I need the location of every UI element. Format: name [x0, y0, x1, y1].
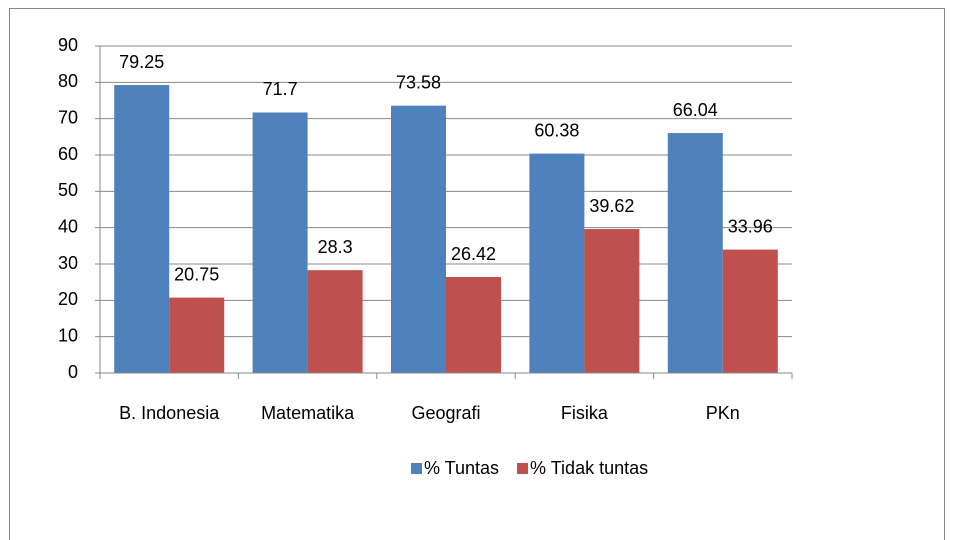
bar	[584, 229, 640, 373]
bar	[529, 153, 585, 373]
value-label: 39.62	[589, 196, 634, 216]
value-label: 26.42	[451, 244, 496, 264]
bar	[252, 112, 308, 374]
bar	[114, 85, 170, 373]
y-tick-label: 50	[58, 180, 78, 200]
value-label: 66.04	[673, 100, 718, 120]
y-tick-label: 60	[58, 144, 78, 164]
y-tick-label: 80	[58, 71, 78, 91]
y-tick-label: 20	[58, 289, 78, 309]
bar	[169, 297, 225, 373]
legend-swatch	[411, 463, 422, 474]
value-label: 79.25	[119, 52, 164, 72]
bar	[722, 249, 778, 373]
bar	[391, 105, 446, 373]
x-tick-label: Geografi	[411, 403, 480, 423]
value-label: 73.58	[396, 72, 441, 92]
y-tick-label: 10	[58, 325, 78, 345]
legend-label: % Tidak tuntas	[530, 458, 648, 478]
bar	[667, 133, 723, 373]
x-tick-label: B. Indonesia	[119, 403, 220, 423]
x-tick-label: PKn	[706, 403, 740, 423]
y-tick-label: 0	[68, 362, 78, 382]
x-tick-label: Fisika	[561, 403, 609, 423]
value-label: 28.3	[318, 237, 353, 257]
y-tick-label: 70	[58, 107, 78, 127]
value-label: 60.38	[534, 120, 579, 140]
y-tick-label: 40	[58, 216, 78, 236]
legend-swatch	[517, 463, 529, 474]
y-tick-label: 30	[58, 253, 78, 273]
bar	[307, 270, 363, 373]
bar	[446, 277, 501, 373]
y-tick-label: 90	[58, 35, 78, 55]
value-label: 20.75	[174, 264, 219, 284]
value-label: 33.96	[728, 216, 773, 236]
legend-label: % Tuntas	[424, 458, 499, 478]
x-tick-label: Matematika	[261, 403, 355, 423]
value-label: 71.7	[263, 79, 298, 99]
